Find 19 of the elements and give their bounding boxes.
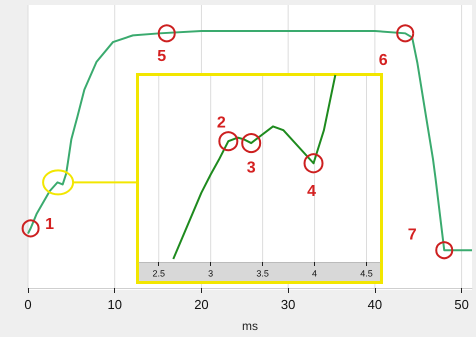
x-tick-label: 3 [208,268,214,278]
annotation: 2 [216,114,226,132]
x-tick-label: 3.5 [256,268,269,278]
x-axis-title: ms [242,319,258,333]
x-tick-label: 4.5 [360,268,373,278]
annotation: 3 [246,160,256,177]
x-tick-label: 4 [312,268,318,278]
annotation: 4 [307,182,316,200]
x-tick-label: 50 [454,297,469,312]
x-tick-label: 30 [280,297,296,312]
annotation: 7 [408,226,417,244]
annotation: 1 [45,216,54,233]
x-tick-label: 2.5 [152,268,165,278]
annotation: 6 [378,52,388,69]
x-tick-label: 20 [194,297,209,312]
annotation: 5 [157,48,166,65]
x-tick-label: 10 [107,297,122,312]
x-tick-label: 40 [368,297,382,312]
x-tick-label: 0 [24,297,32,312]
